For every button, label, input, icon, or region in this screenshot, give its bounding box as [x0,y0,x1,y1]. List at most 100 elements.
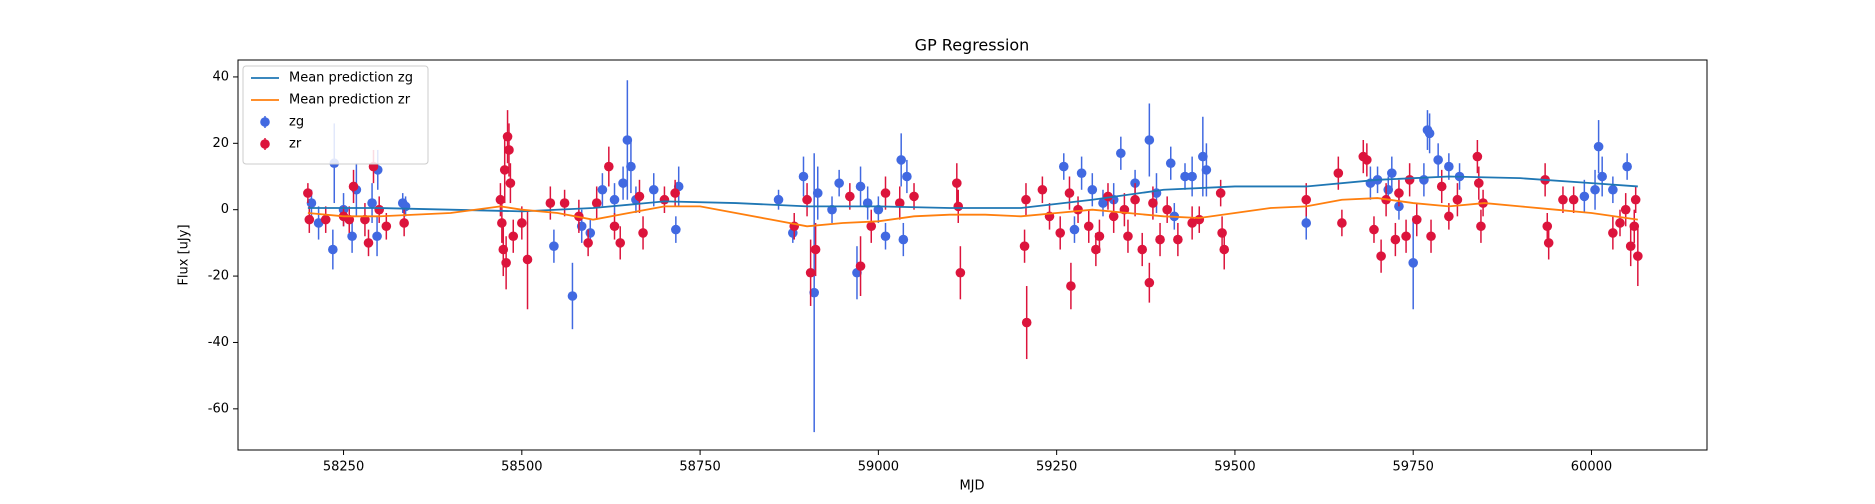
data-point [1362,155,1372,165]
data-point [798,171,809,182]
data-point [348,181,359,192]
data-point [880,231,891,242]
data-point [372,231,382,242]
data-point [834,178,844,188]
data-point [1165,158,1176,169]
data-point [1590,184,1600,195]
x-tick-label: 59000 [858,460,899,475]
y-tick-label: 40 [212,69,229,84]
data-point [866,221,877,232]
data-point [1622,161,1632,172]
data-point [1301,218,1312,228]
data-point [313,218,324,228]
data-point [1187,218,1197,228]
data-point [1369,224,1379,235]
x-tick-label: 58250 [323,460,364,475]
data-point [1144,277,1155,288]
data-point [381,221,392,232]
data-point [1444,211,1454,222]
data-point [1173,234,1183,245]
data-point [1408,258,1418,268]
data-point [505,178,516,188]
data-point [1608,184,1618,195]
data-point [671,224,681,235]
data-point [1615,218,1625,228]
data-point [1630,194,1641,205]
chart-title: GP Regression [915,36,1030,55]
y-tick-label: -60 [208,401,229,416]
legend-label: Mean prediction zg [289,71,413,86]
legend-label: zr [289,137,302,152]
data-point [1194,214,1205,225]
mean-line [307,197,1638,228]
legend-swatch [260,139,270,149]
data-point [604,161,614,172]
data-point [609,194,620,205]
data-point [1337,218,1347,228]
data-point [1083,221,1094,232]
data-point [880,188,891,198]
data-point [955,267,966,278]
data-point [328,244,338,255]
data-point [1426,231,1436,242]
data-point [400,201,411,212]
data-point [360,214,370,225]
data-point [622,135,633,145]
plot-frame [237,59,1708,451]
data-point [303,188,313,198]
data-point [320,214,331,225]
data-point [1187,171,1197,182]
data-point [1333,168,1344,178]
data-point [1094,231,1105,242]
data-point [1037,184,1048,195]
data-point [855,181,866,192]
data-point [952,178,962,188]
data-point [1394,188,1404,198]
data-point [659,194,670,205]
data-point [805,267,816,278]
data-point [549,241,559,252]
y-tick-label: 0 [221,202,229,217]
data-point [862,198,873,208]
data-point [618,178,628,188]
data-point [1542,221,1553,232]
data-point [1608,228,1618,238]
data-point [953,201,964,212]
data-point [902,171,912,182]
data-point [1620,204,1631,215]
data-point [1058,161,1069,172]
data-point [545,198,556,208]
data-point [1108,211,1119,222]
data-point [1019,241,1030,252]
data-point [597,184,608,195]
data-point [1579,191,1590,202]
data-point [827,204,837,215]
data-point [1087,184,1098,195]
data-point [583,238,593,248]
data-point [504,145,514,155]
data-point [1155,234,1165,245]
y-tick-label: -40 [208,335,229,350]
data-point [1629,221,1640,232]
data-point [1452,194,1463,205]
data-point [1433,155,1443,165]
data-point [1021,317,1032,328]
data-point [522,254,533,265]
data-point [1021,194,1031,205]
data-point [1633,251,1643,261]
data-point [1180,171,1190,182]
data-point [502,131,513,142]
x-tick-label: 58750 [679,460,720,475]
data-point [1055,228,1066,238]
data-point [1217,228,1227,238]
data-point [304,214,315,225]
data-point [638,228,648,238]
legend-swatch [260,117,270,127]
legend-label: Mean prediction zr [289,93,411,108]
data-point [634,191,645,202]
data-point [1476,221,1486,232]
data-point [1568,194,1579,205]
data-point [1411,214,1422,225]
data-point [1376,251,1386,261]
